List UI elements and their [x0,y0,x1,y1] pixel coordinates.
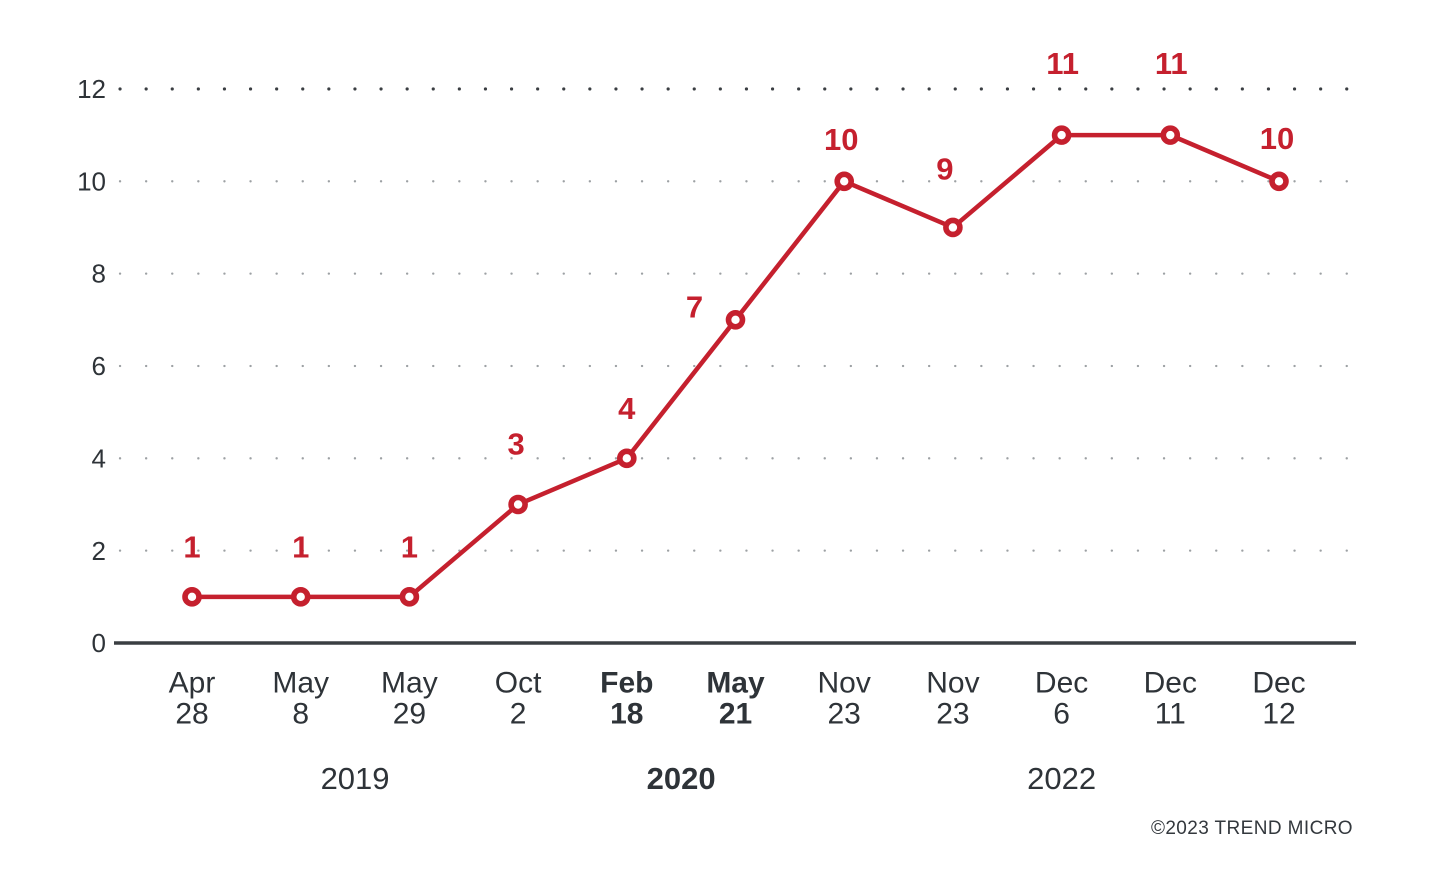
copyright-text: ©2023 TREND MICRO [1150,818,1353,839]
data-point-marker [399,587,420,607]
x-axis-day-label: 6 [1053,698,1070,731]
data-point-marker [1051,125,1072,145]
x-axis-month-label: Apr [169,667,216,700]
y-axis-tick-label: 2 [92,536,106,566]
data-point-label: 1 [183,530,200,565]
x-axis-day-label: 29 [393,698,426,731]
x-axis-day-label: 11 [1155,698,1186,731]
y-axis-tick-label: 8 [92,259,106,289]
x-axis-day-label: 28 [175,698,208,731]
x-axis-month-label: Dec [1035,667,1088,700]
data-point-label: 7 [686,290,703,325]
data-point-marker [182,587,202,607]
x-axis-month-label: Feb [600,667,653,700]
data-point-marker [616,448,637,469]
data-point-label: 11 [1046,46,1079,81]
data-point-label: 10 [1260,121,1294,156]
data-point-marker [1160,125,1181,145]
y-axis-tick-label: 12 [77,74,106,104]
x-axis-month-label: Oct [495,667,542,700]
x-axis-day-label: 18 [610,698,643,731]
y-axis-tick-label: 6 [92,351,106,381]
y-axis-tick-label: 0 [92,628,106,658]
data-point-marker [725,310,746,330]
data-point-label: 1 [292,530,309,565]
x-axis-day-label: 23 [936,698,969,731]
y-axis-tick-label: 10 [77,166,106,196]
data-point-marker [508,494,528,515]
x-axis-month-label: Dec [1144,667,1197,700]
x-axis-day-label: 8 [292,698,309,731]
y-axis-tick-label: 4 [92,443,106,473]
data-point-label: 1 [401,530,418,565]
data-point-marker [943,217,963,238]
x-axis-day-label: 21 [719,698,752,731]
data-point-label: 10 [824,122,858,157]
data-point-marker [290,587,311,607]
data-point-label: 11 [1155,46,1188,81]
x-axis-day-label: 2 [510,698,527,731]
data-point-marker [834,171,855,192]
data-point-label: 3 [507,426,524,461]
x-axis-month-label: May [381,667,438,700]
x-axis-month-label: Nov [926,667,979,700]
year-label: 2022 [1027,761,1096,796]
year-label: 2020 [647,761,716,796]
data-point-label: 9 [936,151,953,186]
data-point-label: 4 [618,391,636,426]
x-axis-month-label: Dec [1252,667,1305,700]
x-axis-day-label: 23 [828,698,861,731]
data-point-marker [1269,171,1289,192]
x-axis-day-label: 12 [1262,698,1295,731]
year-label: 2019 [321,761,390,796]
x-axis-month-label: Nov [818,667,871,700]
x-axis-month-label: May [706,667,765,700]
x-axis-month-label: May [272,667,329,700]
